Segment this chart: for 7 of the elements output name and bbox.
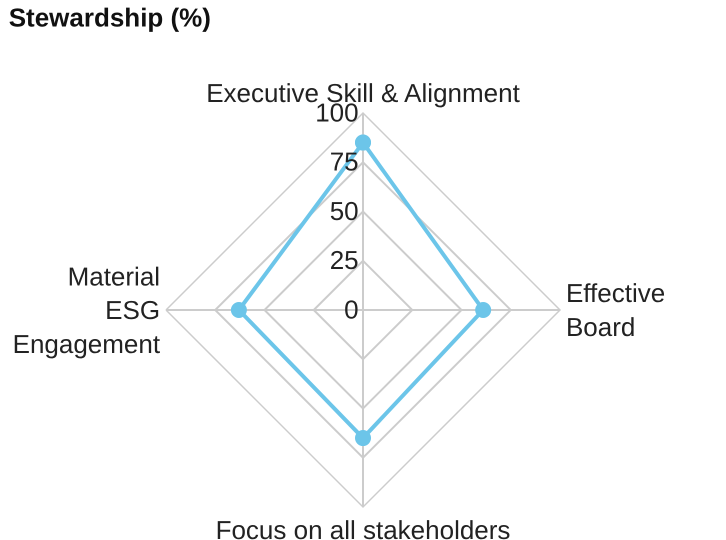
y-tick-label: 0 bbox=[344, 294, 359, 324]
spoke-label: Material ESG Engagement bbox=[12, 261, 161, 359]
spoke-label: Focus on all stakeholders bbox=[216, 514, 510, 540]
spoke-label: Effective Board bbox=[566, 278, 666, 342]
chart-title: Stewardship (%) bbox=[8, 2, 211, 32]
y-tick-label: 50 bbox=[330, 196, 359, 226]
y-tick-label: 25 bbox=[330, 245, 359, 276]
